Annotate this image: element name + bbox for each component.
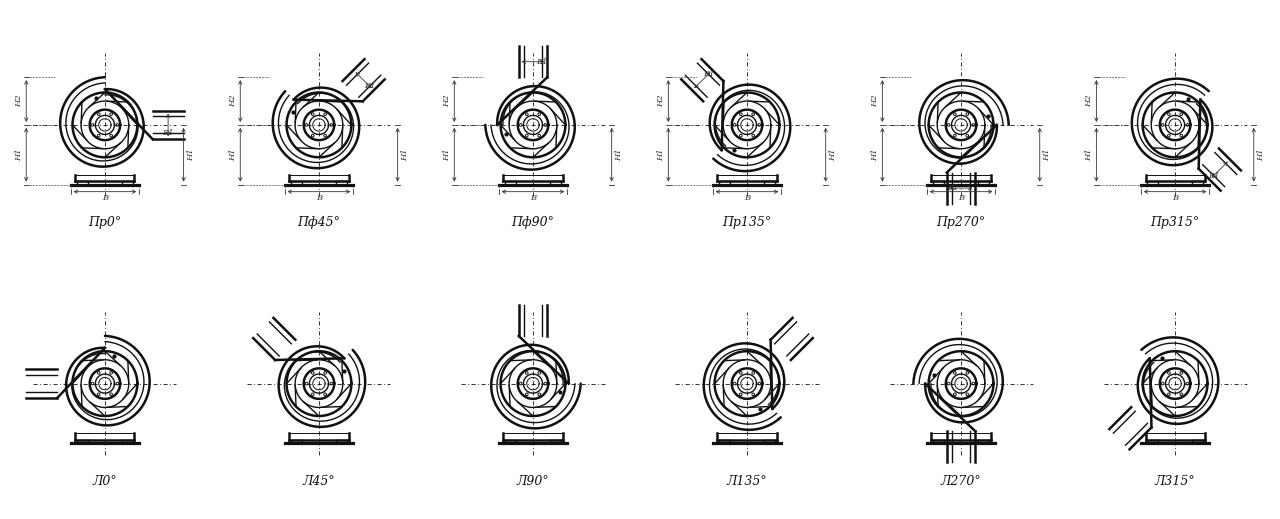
Text: B1: B1 <box>364 83 375 90</box>
Text: B: B <box>1172 194 1178 202</box>
Text: Пр315°: Пр315° <box>1151 216 1199 229</box>
Text: H2: H2 <box>1085 95 1093 107</box>
Text: H2: H2 <box>15 95 23 107</box>
Text: B1: B1 <box>536 58 548 66</box>
Text: Л45°: Л45° <box>302 475 335 488</box>
Text: Л315°: Л315° <box>1155 475 1196 488</box>
Text: H1: H1 <box>229 148 237 161</box>
Text: B: B <box>530 194 536 202</box>
Text: H2: H2 <box>229 95 237 107</box>
Text: B: B <box>102 194 108 202</box>
Text: Пр0°: Пр0° <box>88 216 122 229</box>
Text: H1: H1 <box>443 148 451 161</box>
Text: B1: B1 <box>1208 172 1220 180</box>
Text: H2: H2 <box>657 95 666 107</box>
Text: B: B <box>744 194 750 202</box>
Text: Пф45°: Пф45° <box>297 216 340 229</box>
Text: B1: B1 <box>163 129 174 138</box>
Text: Л0°: Л0° <box>92 475 118 488</box>
Text: B: B <box>957 194 964 202</box>
Text: H1: H1 <box>614 148 623 161</box>
Text: Пр270°: Пр270° <box>937 216 986 229</box>
Text: H1: H1 <box>187 148 195 161</box>
Text: Л90°: Л90° <box>517 475 549 488</box>
Text: B: B <box>316 194 323 202</box>
Text: H1: H1 <box>657 148 666 161</box>
Text: H2: H2 <box>872 95 879 107</box>
Text: H1: H1 <box>829 148 837 161</box>
Text: H1: H1 <box>1043 148 1051 161</box>
Text: Л270°: Л270° <box>941 475 982 488</box>
Text: Л135°: Л135° <box>727 475 767 488</box>
Text: H2: H2 <box>443 95 451 107</box>
Text: H1: H1 <box>15 148 23 161</box>
Text: H1: H1 <box>401 148 408 161</box>
Text: H1: H1 <box>872 148 879 161</box>
Text: Пр135°: Пр135° <box>722 216 772 229</box>
Text: H1: H1 <box>1085 148 1093 161</box>
Text: Пф90°: Пф90° <box>512 216 554 229</box>
Text: H1: H1 <box>1257 148 1265 161</box>
Text: B1: B1 <box>947 184 959 192</box>
Text: B1: B1 <box>703 70 714 78</box>
